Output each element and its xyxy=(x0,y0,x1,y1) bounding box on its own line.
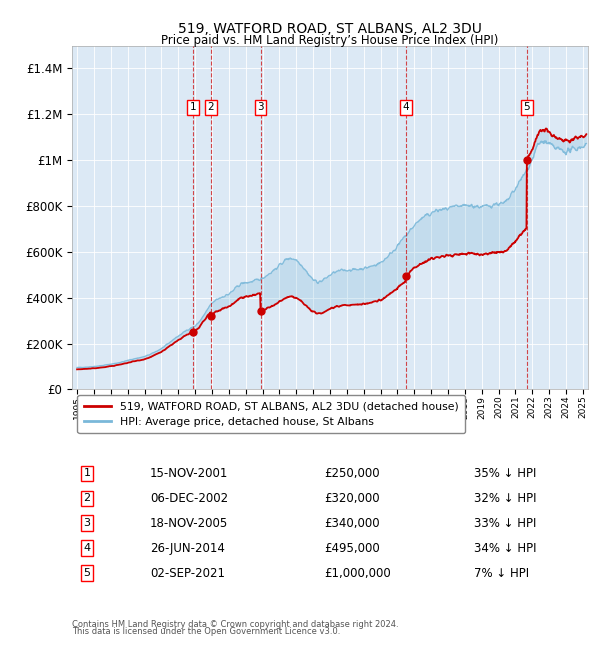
Text: 3: 3 xyxy=(257,103,264,112)
Text: 32% ↓ HPI: 32% ↓ HPI xyxy=(474,492,536,505)
Legend: 519, WATFORD ROAD, ST ALBANS, AL2 3DU (detached house), HPI: Average price, deta: 519, WATFORD ROAD, ST ALBANS, AL2 3DU (d… xyxy=(77,395,465,434)
Text: 34% ↓ HPI: 34% ↓ HPI xyxy=(474,541,536,554)
Text: £495,000: £495,000 xyxy=(324,541,380,554)
Text: This data is licensed under the Open Government Licence v3.0.: This data is licensed under the Open Gov… xyxy=(72,627,340,636)
Text: 1: 1 xyxy=(83,469,91,478)
Text: 4: 4 xyxy=(403,103,409,112)
Text: 06-DEC-2002: 06-DEC-2002 xyxy=(150,492,228,505)
Text: £250,000: £250,000 xyxy=(324,467,380,480)
Text: 519, WATFORD ROAD, ST ALBANS, AL2 3DU: 519, WATFORD ROAD, ST ALBANS, AL2 3DU xyxy=(178,22,482,36)
Text: 5: 5 xyxy=(523,103,530,112)
Text: 2: 2 xyxy=(83,493,91,503)
Text: 5: 5 xyxy=(83,568,91,578)
Text: 35% ↓ HPI: 35% ↓ HPI xyxy=(474,467,536,480)
Text: Price paid vs. HM Land Registry’s House Price Index (HPI): Price paid vs. HM Land Registry’s House … xyxy=(161,34,499,47)
Text: 7% ↓ HPI: 7% ↓ HPI xyxy=(474,567,529,580)
Text: 3: 3 xyxy=(83,518,91,528)
Text: 18-NOV-2005: 18-NOV-2005 xyxy=(150,517,228,530)
Text: 4: 4 xyxy=(83,543,91,553)
Text: 33% ↓ HPI: 33% ↓ HPI xyxy=(474,517,536,530)
Text: 02-SEP-2021: 02-SEP-2021 xyxy=(150,567,225,580)
Text: Contains HM Land Registry data © Crown copyright and database right 2024.: Contains HM Land Registry data © Crown c… xyxy=(72,620,398,629)
Text: 26-JUN-2014: 26-JUN-2014 xyxy=(150,541,225,554)
Text: £340,000: £340,000 xyxy=(324,517,380,530)
Text: £1,000,000: £1,000,000 xyxy=(324,567,391,580)
Text: 15-NOV-2001: 15-NOV-2001 xyxy=(150,467,229,480)
Text: £320,000: £320,000 xyxy=(324,492,380,505)
Text: 1: 1 xyxy=(190,103,196,112)
Text: 2: 2 xyxy=(208,103,214,112)
